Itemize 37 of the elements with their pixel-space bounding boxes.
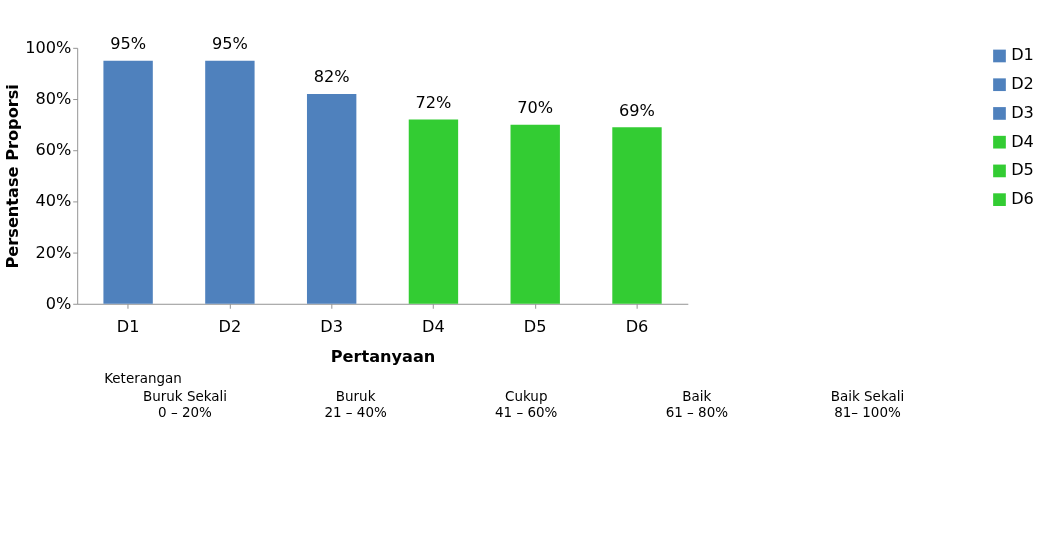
- text: Cukup: [505, 387, 548, 404]
- legend-label: D3: [1011, 102, 1034, 122]
- text: 81– 100%: [834, 403, 902, 420]
- text: 69%: [619, 100, 655, 120]
- y-tick-label: 80%: [35, 89, 72, 109]
- text: 95%: [110, 34, 147, 54]
- legend-label: D5: [1011, 160, 1034, 180]
- text: 95%: [211, 34, 248, 54]
- y-tick-label: 60%: [35, 140, 72, 160]
- y-tick-label: 20%: [35, 242, 72, 262]
- text: 21 – 40%: [324, 403, 387, 420]
- text: 61 – 80%: [665, 403, 729, 420]
- text: 41 – 60%: [495, 403, 558, 420]
- text: Baik: [682, 387, 712, 404]
- text: Buruk Sekali: [142, 387, 228, 404]
- x-tick-label: D6: [625, 317, 649, 337]
- legend-label: D2: [1011, 74, 1034, 94]
- legend-label: D4: [1011, 131, 1034, 151]
- x-tick-label: D5: [523, 317, 547, 337]
- legend-label: D1: [1011, 45, 1034, 65]
- text: 82%: [313, 67, 350, 87]
- x-tick-label: D1: [116, 317, 140, 337]
- x-tick-label: D2: [218, 317, 242, 337]
- y-axis-title: Persentase Proporsi: [3, 84, 22, 269]
- x-tick-label: D4: [422, 317, 445, 337]
- text: Buruk: [335, 387, 376, 404]
- y-tick-label: 100%: [25, 37, 72, 57]
- legend-label: D6: [1011, 189, 1034, 209]
- text: 72%: [415, 92, 452, 112]
- y-tick-label: 40%: [35, 191, 72, 211]
- text: 70%: [517, 97, 554, 117]
- y-tick-label: 0%: [45, 293, 72, 313]
- text: Keterangan: [104, 369, 182, 386]
- text: 0 – 20%: [158, 403, 213, 420]
- x-tick-label: D3: [320, 317, 344, 337]
- text: Baik Sekali: [830, 387, 905, 404]
- x-axis-title: Pertanyaan: [330, 346, 436, 366]
